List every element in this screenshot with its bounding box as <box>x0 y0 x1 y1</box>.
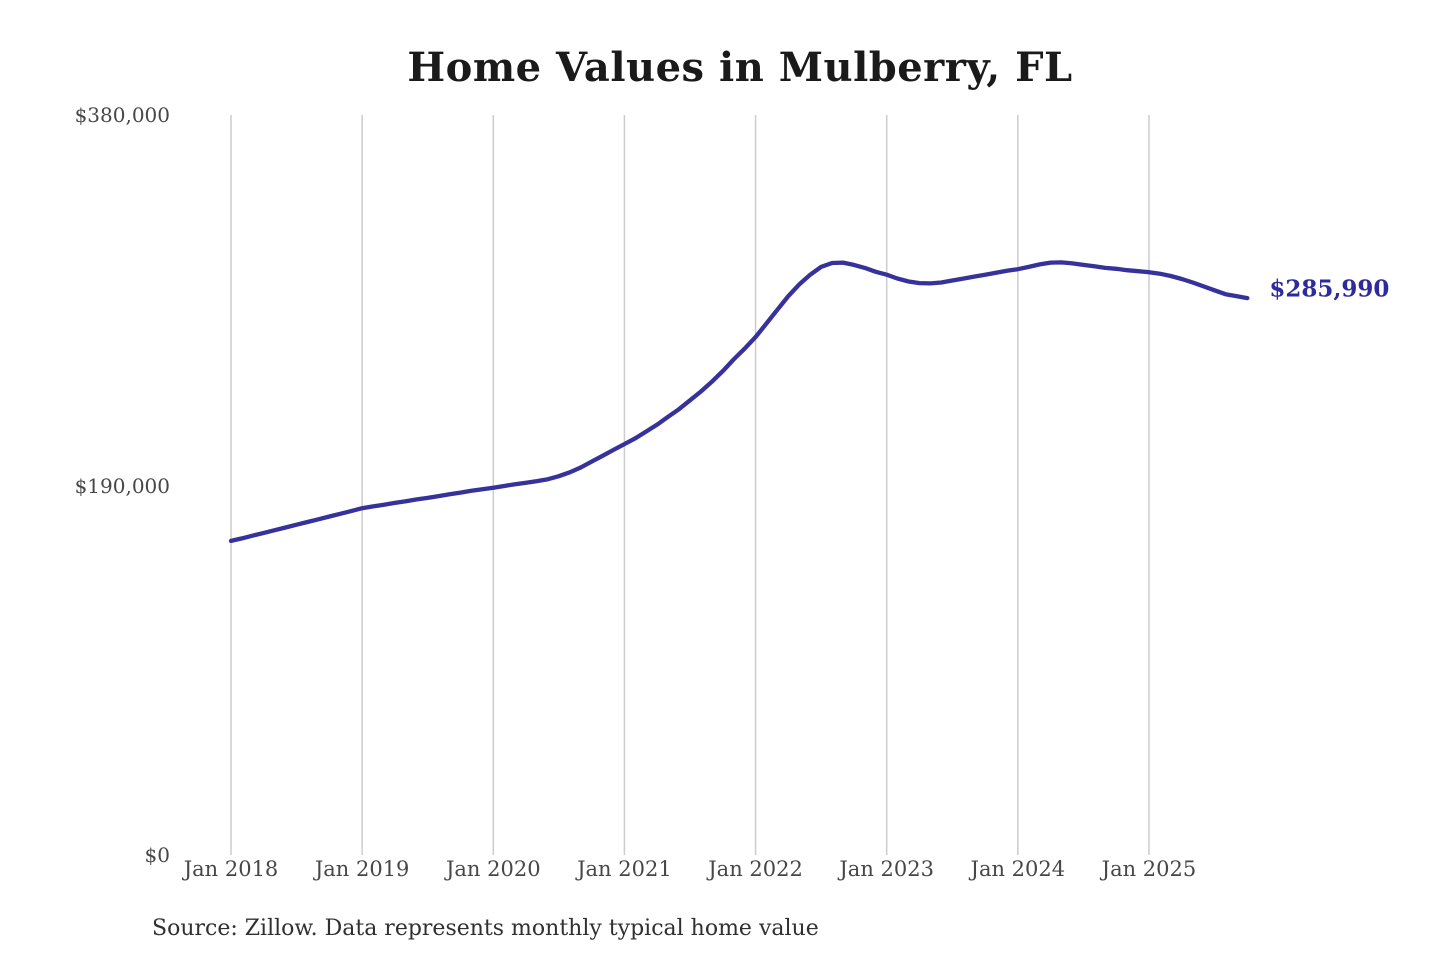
x-axis-label-jan-2020: Jan 2020 <box>445 857 541 881</box>
x-axis-label-jan-2025: Jan 2025 <box>1101 857 1197 881</box>
x-axis-label-jan-2023: Jan 2023 <box>839 857 934 881</box>
x-axis-label-jan-2024: Jan 2024 <box>970 857 1066 881</box>
last-value-label: $285,990 <box>1269 275 1390 303</box>
source-note: Source: Zillow. Data represents monthly … <box>152 916 819 941</box>
y-axis-label-190000: $190,000 <box>74 474 170 498</box>
home-value-line <box>228 260 1250 544</box>
x-axis-label-jan-2018: Jan 2018 <box>183 857 279 881</box>
x-axis-label-jan-2022: Jan 2022 <box>708 857 803 881</box>
y-axis-label-380000: $380,000 <box>74 103 170 127</box>
x-axis-label-jan-2019: Jan 2019 <box>314 857 410 881</box>
x-axis-label-jan-2021: Jan 2021 <box>577 857 672 881</box>
chart-title: Home Values in Mulberry, FL <box>407 44 1073 91</box>
y-axis-label-0: $0 <box>144 843 170 867</box>
